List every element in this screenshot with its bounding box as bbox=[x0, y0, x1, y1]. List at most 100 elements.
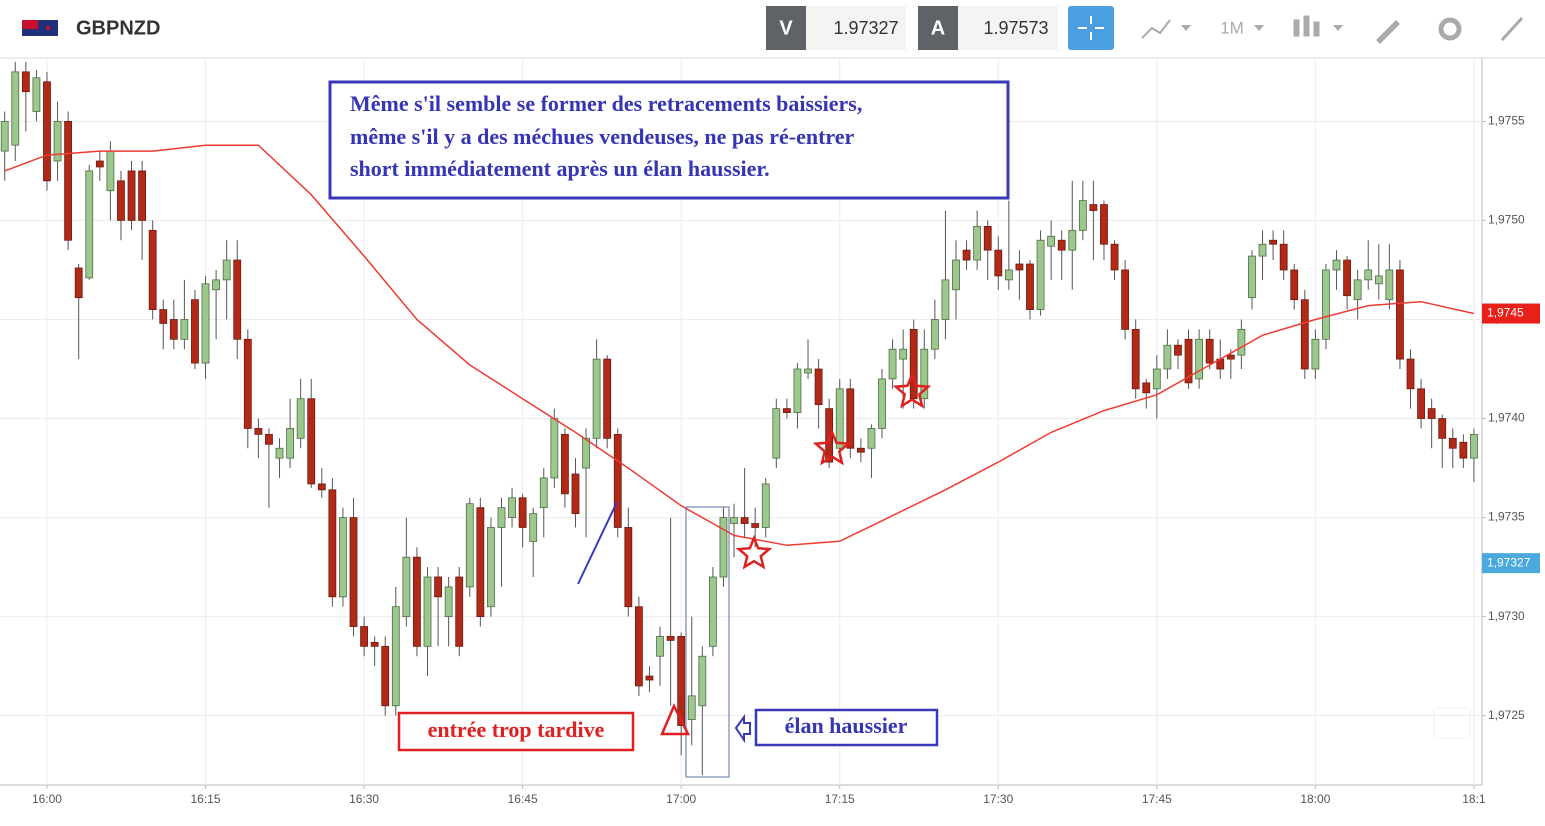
y-tick-label: 1,9750 bbox=[1488, 213, 1525, 227]
candle-body bbox=[930, 319, 939, 350]
candle-body bbox=[1237, 328, 1246, 356]
candle-body bbox=[719, 517, 728, 578]
candle-body bbox=[148, 229, 157, 310]
candle-body bbox=[624, 527, 633, 608]
x-tick-label: 16:30 bbox=[349, 792, 379, 806]
candle-body bbox=[899, 348, 908, 360]
candle-body bbox=[814, 368, 823, 406]
candle-body bbox=[254, 428, 263, 435]
candle-body bbox=[1353, 279, 1362, 301]
candle-body bbox=[339, 517, 347, 598]
candle-body bbox=[867, 428, 876, 449]
candle-body bbox=[1427, 408, 1436, 419]
candle-body bbox=[846, 388, 855, 449]
candle-body bbox=[518, 497, 527, 528]
crosshair-button[interactable] bbox=[1068, 6, 1114, 50]
candle-body bbox=[835, 388, 844, 449]
candle-body bbox=[1163, 344, 1172, 370]
candle-body bbox=[656, 636, 664, 657]
y-tick-label: 1,9730 bbox=[1488, 609, 1525, 623]
candle-body bbox=[1385, 269, 1394, 301]
candle-body bbox=[138, 170, 147, 221]
candle-body bbox=[740, 517, 749, 524]
annotations: Même s'il semble se former des retraceme… bbox=[328, 80, 1471, 778]
candle-body bbox=[677, 636, 686, 726]
candle-body bbox=[1364, 269, 1373, 281]
ask-label: A bbox=[931, 17, 945, 39]
candle-body bbox=[1279, 243, 1288, 271]
star-marker bbox=[735, 534, 773, 570]
bid-box bbox=[806, 6, 906, 50]
candle-body bbox=[180, 319, 189, 340]
x-tick-label: 17:45 bbox=[1142, 792, 1172, 806]
candle-body bbox=[952, 259, 960, 291]
candle-body bbox=[1332, 259, 1341, 271]
candle-body bbox=[497, 507, 506, 528]
grid: 1,9725 1,9730 1,9735 1,9740 1,9745 1,9750 1,97… bbox=[0, 58, 1540, 806]
candle-body bbox=[1121, 269, 1130, 330]
candle-body bbox=[328, 489, 337, 598]
candle-body bbox=[222, 259, 231, 281]
candle-body bbox=[1089, 204, 1098, 211]
candle-body bbox=[529, 513, 538, 542]
candle-body bbox=[920, 348, 929, 400]
candle-body bbox=[1110, 243, 1119, 271]
candle-body bbox=[1047, 235, 1056, 247]
candle-body bbox=[1078, 200, 1087, 231]
candle-body bbox=[476, 507, 485, 618]
candle-body bbox=[32, 77, 41, 112]
candle-body bbox=[286, 428, 294, 459]
price-tag bbox=[1482, 553, 1540, 574]
candle-body bbox=[1036, 239, 1045, 310]
x-tick-label: 17:15 bbox=[825, 792, 855, 806]
candle-body bbox=[0, 120, 9, 152]
late-entry-text: entrée trop tardive bbox=[428, 717, 605, 742]
candle-body bbox=[804, 368, 812, 374]
y-tick-label: 1,9740 bbox=[1488, 411, 1525, 425]
candle-body bbox=[307, 398, 316, 485]
trend-stroke bbox=[577, 501, 618, 585]
bid-price: 1.97327 bbox=[833, 18, 898, 38]
note-line: même s'il y a des méchues vendeuses, ne … bbox=[350, 124, 855, 149]
x-tick-label: 17:30 bbox=[983, 792, 1013, 806]
candle-body bbox=[43, 81, 51, 182]
candle-body bbox=[317, 483, 326, 491]
minimap-button[interactable] bbox=[1433, 707, 1471, 739]
ask-button[interactable] bbox=[918, 6, 958, 50]
candle-body bbox=[53, 120, 62, 162]
candle-body bbox=[360, 626, 368, 647]
candle-body bbox=[962, 249, 971, 261]
candle-body bbox=[243, 338, 252, 429]
candle-body bbox=[465, 503, 474, 588]
candle-body bbox=[772, 408, 781, 459]
toolbar-icons[interactable] bbox=[1141, 15, 1524, 44]
candle-body bbox=[793, 368, 802, 413]
candle-body bbox=[1459, 441, 1468, 459]
symbol: GBPNZD bbox=[76, 17, 160, 39]
candle-body bbox=[751, 523, 760, 528]
bid-button[interactable] bbox=[766, 6, 806, 50]
candle-body bbox=[117, 180, 125, 221]
candle-body bbox=[233, 259, 242, 340]
candle-body bbox=[487, 527, 495, 608]
candle-body bbox=[296, 398, 305, 439]
candle-body bbox=[983, 225, 992, 251]
candle-body bbox=[645, 675, 654, 681]
candle-body bbox=[349, 517, 358, 627]
candle-body bbox=[1015, 263, 1024, 271]
x-tick-label: 17:00 bbox=[666, 792, 696, 806]
x-tick-label: 16:00 bbox=[32, 792, 62, 806]
candle-body bbox=[1026, 263, 1034, 310]
candle-body bbox=[212, 279, 221, 291]
candle-body bbox=[1152, 368, 1161, 390]
timeframe[interactable]: 1M bbox=[1220, 18, 1244, 37]
x-tick-label: 18:1 bbox=[1462, 792, 1486, 806]
highlight-rect bbox=[685, 506, 730, 778]
y-tick-label: 1,9735 bbox=[1488, 510, 1525, 524]
candle-body bbox=[708, 576, 717, 647]
candle-body bbox=[1470, 433, 1478, 459]
candle-body bbox=[423, 576, 432, 647]
candle-body bbox=[856, 447, 865, 453]
price-tag-label: 1,97327 bbox=[1487, 555, 1531, 569]
moving-average bbox=[4, 144, 1475, 547]
